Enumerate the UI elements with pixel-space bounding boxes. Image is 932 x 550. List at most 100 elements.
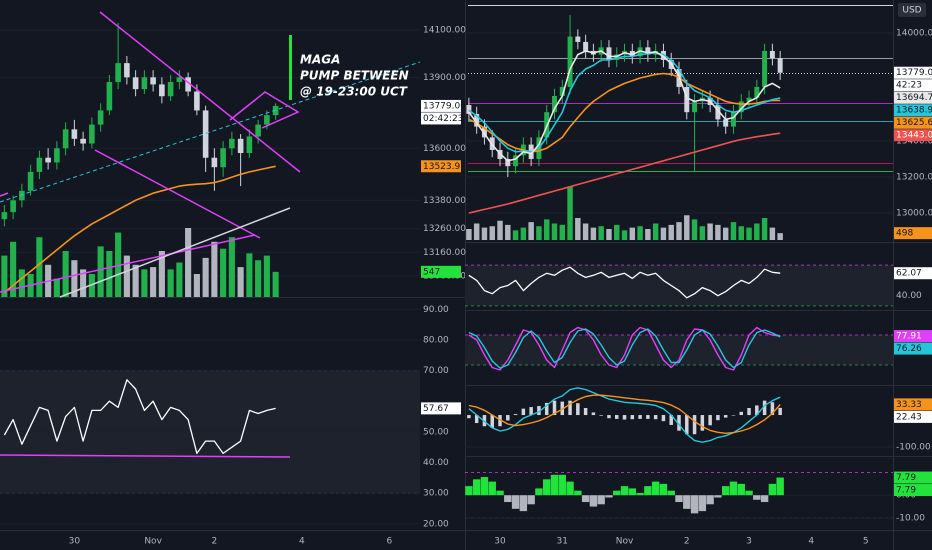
macd-histogram-bar bbox=[607, 415, 611, 419]
candle-body bbox=[606, 47, 612, 60]
x-tick-label: 3 bbox=[746, 537, 752, 547]
volume-bar bbox=[746, 227, 752, 240]
volume-bar bbox=[699, 226, 706, 240]
macd-histogram-bar bbox=[677, 415, 681, 431]
candle-body bbox=[115, 63, 121, 83]
oscillator-bar bbox=[605, 495, 613, 498]
price-badge-label: 62.07 bbox=[896, 269, 922, 279]
macd-histogram-bar bbox=[692, 415, 697, 435]
candle-body bbox=[97, 110, 104, 125]
rsi-line bbox=[3, 379, 276, 455]
volume-bar bbox=[88, 274, 95, 297]
volume-bar bbox=[1, 255, 8, 297]
volume-bar bbox=[559, 224, 565, 240]
volume-bar bbox=[220, 248, 227, 297]
macd-histogram-bar bbox=[646, 415, 650, 419]
currency: USD bbox=[902, 6, 921, 16]
price-badge bbox=[421, 160, 461, 173]
price-badge-label: 13779.00 bbox=[896, 68, 932, 78]
macd-histogram-bar bbox=[778, 407, 782, 416]
oscillator-bar bbox=[675, 495, 683, 503]
macd-histogram-bar bbox=[747, 408, 751, 416]
candle-body bbox=[255, 124, 261, 137]
x-tick-label: 2 bbox=[212, 537, 218, 547]
oscillator-bar bbox=[550, 474, 559, 496]
candle-body bbox=[10, 200, 16, 213]
macd-histogram-bar bbox=[537, 406, 541, 416]
volume-bar bbox=[567, 186, 573, 240]
oscillator-bar bbox=[706, 495, 714, 505]
oscillator-bar bbox=[651, 481, 660, 496]
oscillator-bar bbox=[527, 495, 535, 505]
macd-histogram-bar bbox=[544, 402, 549, 416]
candle-body bbox=[194, 91, 200, 111]
volume-bar bbox=[272, 271, 279, 297]
candle-body bbox=[141, 77, 148, 90]
signal-line bbox=[468, 394, 781, 434]
volume-bar bbox=[473, 223, 480, 240]
annotation: @ 19-23:00 UCT bbox=[300, 85, 408, 99]
volume-bar bbox=[575, 218, 581, 240]
countdown: 02:42:23 bbox=[423, 114, 463, 124]
candle-body bbox=[505, 158, 511, 167]
x-tick-label: Nov bbox=[144, 537, 162, 547]
x-tick-label: 30 bbox=[69, 537, 81, 547]
y-tick-label: 20.00 bbox=[423, 519, 449, 529]
candle-body bbox=[229, 138, 235, 149]
x-tick-label: 4 bbox=[299, 537, 305, 547]
candle-body bbox=[583, 41, 589, 51]
y-tick-label: 40.00 bbox=[423, 458, 449, 468]
candle-body bbox=[54, 148, 60, 163]
oscillator-bar bbox=[519, 495, 528, 512]
candle-body bbox=[754, 86, 760, 98]
y-tick-label: 13900.00 bbox=[423, 73, 466, 83]
oscillator-bar bbox=[690, 495, 699, 514]
candle-body bbox=[202, 110, 209, 158]
countdown-box bbox=[421, 112, 461, 125]
oscillator-bar bbox=[504, 495, 512, 503]
candle-body bbox=[481, 126, 487, 138]
volume-bar bbox=[684, 215, 690, 240]
macd-histogram-bar bbox=[490, 415, 494, 428]
candle-body bbox=[159, 84, 165, 97]
volume-bar bbox=[621, 230, 628, 240]
rsi-line bbox=[468, 266, 781, 299]
candle-body bbox=[106, 82, 113, 111]
price-badge bbox=[894, 398, 932, 411]
price-badge bbox=[894, 410, 932, 423]
y-tick-label: 80.00 bbox=[423, 335, 449, 345]
volume-bar bbox=[614, 224, 620, 240]
volume-bar bbox=[123, 255, 130, 297]
y-tick-label: 50.00 bbox=[423, 427, 449, 437]
price-badge-label: 13694.71 bbox=[896, 93, 932, 103]
oscillator-bar bbox=[659, 483, 668, 496]
macd-histogram-bar bbox=[622, 415, 627, 420]
price-badge-label: 22.43 bbox=[896, 412, 922, 422]
candle-body bbox=[132, 77, 139, 90]
volume-bar bbox=[115, 232, 122, 297]
volume-bar bbox=[10, 241, 17, 297]
volume-bar bbox=[637, 226, 643, 240]
volume-bar bbox=[629, 227, 636, 240]
price-badge-label: 547 bbox=[423, 267, 440, 277]
volume-bar bbox=[158, 251, 165, 297]
price-badge-label: 7.79 bbox=[896, 486, 916, 496]
volume-bar bbox=[722, 227, 729, 240]
volume-bar bbox=[80, 269, 87, 297]
oscillator-bar bbox=[480, 477, 489, 496]
volume-bar bbox=[551, 223, 558, 240]
macd-histogram-bar bbox=[576, 403, 580, 416]
oscillator-bar bbox=[620, 486, 629, 496]
candle-body bbox=[237, 138, 244, 153]
volume-bar bbox=[150, 267, 157, 297]
candle-body bbox=[185, 77, 191, 92]
price-badge bbox=[894, 116, 932, 129]
oscillator-bar bbox=[465, 486, 473, 496]
y-tick-label: 13200.00 bbox=[896, 172, 932, 182]
price-badge-label: 13523.91 bbox=[423, 162, 466, 172]
volume-bar bbox=[36, 237, 43, 297]
moving-average bbox=[468, 52, 781, 153]
price-badge bbox=[894, 267, 932, 280]
volume-bar bbox=[193, 274, 200, 297]
